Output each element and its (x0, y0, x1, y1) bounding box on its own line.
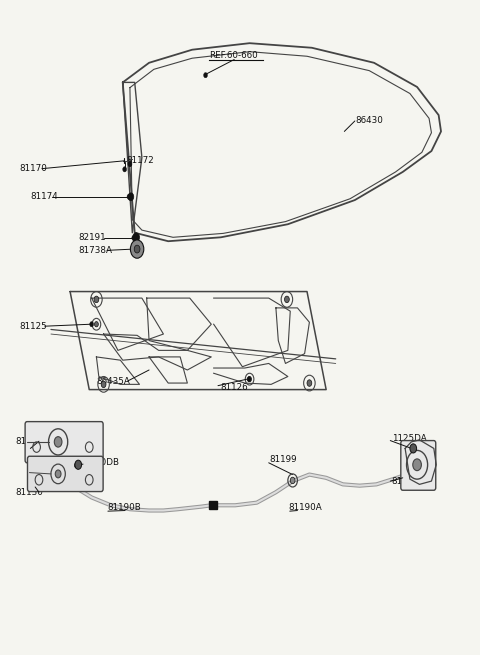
Circle shape (54, 437, 62, 447)
Text: 81172: 81172 (127, 156, 154, 164)
FancyBboxPatch shape (25, 422, 103, 463)
Circle shape (133, 233, 140, 242)
FancyBboxPatch shape (401, 441, 436, 490)
Text: 81180: 81180 (392, 477, 420, 485)
Circle shape (411, 447, 415, 453)
Circle shape (285, 296, 289, 303)
FancyBboxPatch shape (27, 457, 103, 491)
Text: 81738A: 81738A (78, 246, 112, 255)
Text: 82191: 82191 (78, 233, 106, 242)
Text: 81190B: 81190B (107, 504, 141, 512)
Text: 81190A: 81190A (289, 504, 323, 512)
Circle shape (128, 162, 132, 167)
Text: 81110: 81110 (15, 437, 43, 446)
Circle shape (131, 240, 144, 258)
Circle shape (410, 444, 417, 453)
Circle shape (74, 463, 78, 468)
Text: 81174: 81174 (30, 193, 58, 201)
Text: 81130: 81130 (15, 488, 43, 496)
Circle shape (247, 377, 251, 382)
Circle shape (55, 470, 61, 478)
Circle shape (210, 502, 215, 508)
Circle shape (307, 380, 312, 386)
Circle shape (290, 477, 295, 483)
Text: 81170: 81170 (20, 164, 48, 173)
Text: 86435A: 86435A (96, 377, 130, 386)
Circle shape (134, 245, 140, 253)
Text: 81199: 81199 (270, 455, 297, 464)
Text: 81125: 81125 (20, 322, 48, 331)
Circle shape (248, 377, 252, 382)
Circle shape (101, 381, 106, 388)
Circle shape (204, 73, 207, 78)
Bar (209, 501, 216, 509)
Circle shape (127, 194, 131, 199)
Circle shape (128, 193, 134, 200)
Circle shape (123, 167, 127, 172)
Circle shape (75, 460, 82, 470)
Text: REF.60-660: REF.60-660 (209, 51, 258, 60)
Text: 1130DB: 1130DB (84, 458, 120, 467)
Text: 1125DA: 1125DA (392, 434, 426, 443)
Circle shape (90, 322, 94, 327)
Circle shape (94, 296, 99, 303)
Text: 86430: 86430 (356, 117, 384, 126)
Text: 81126: 81126 (220, 383, 248, 392)
Circle shape (95, 322, 98, 327)
Circle shape (413, 459, 421, 471)
Circle shape (132, 235, 136, 240)
